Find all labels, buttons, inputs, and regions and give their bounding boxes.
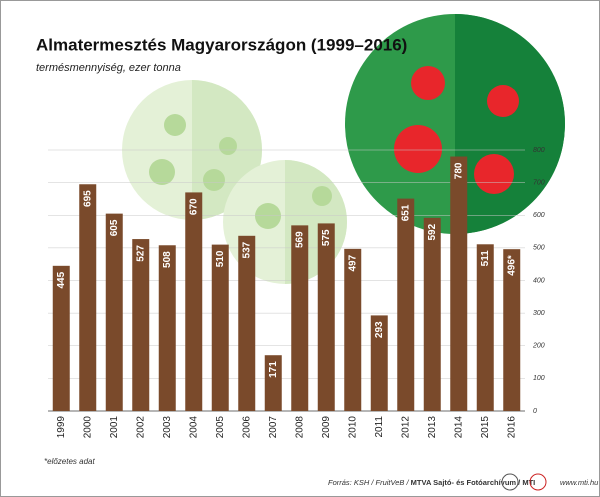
subtitle: termésmennyiség, ezer tonna xyxy=(36,62,181,74)
bar xyxy=(344,248,362,411)
x-tick-label: 2014 xyxy=(453,416,464,439)
value-label: 670 xyxy=(188,198,199,215)
y-tick-label: 300 xyxy=(533,310,545,317)
logo xyxy=(501,473,519,491)
x-tick-label: 2016 xyxy=(506,416,517,439)
y-tick-label: 500 xyxy=(533,245,545,252)
x-tick-label: 2012 xyxy=(400,416,411,439)
value-label: 497 xyxy=(347,254,358,271)
bar xyxy=(238,235,256,411)
x-tick-label: 1999 xyxy=(56,416,67,439)
x-tick-label: 2011 xyxy=(374,416,385,438)
bar xyxy=(79,184,97,411)
x-tick-label: 2003 xyxy=(162,416,173,439)
bar xyxy=(132,239,150,411)
bar xyxy=(370,315,388,411)
value-label: 695 xyxy=(82,190,93,207)
footnote: *előzetes adat xyxy=(44,457,95,466)
bar xyxy=(476,244,494,411)
value-label: 511 xyxy=(480,250,491,267)
value-label: 527 xyxy=(135,245,146,262)
bar xyxy=(105,213,123,411)
value-label: 508 xyxy=(162,251,173,268)
value-label: 510 xyxy=(215,250,226,267)
bar xyxy=(423,217,441,411)
source-text: Forrás: KSH / FruitVeB / xyxy=(328,478,409,487)
bar xyxy=(185,192,203,411)
website: www.mti.hu xyxy=(560,478,599,487)
x-tick-label: 2006 xyxy=(241,416,252,439)
bar xyxy=(158,245,176,411)
value-label: 293 xyxy=(374,321,385,338)
value-label: 496* xyxy=(506,255,517,276)
value-label: 575 xyxy=(321,229,332,246)
value-label: 569 xyxy=(294,231,305,248)
x-tick-label: 2008 xyxy=(294,416,305,439)
x-tick-label: 2013 xyxy=(427,416,438,439)
bar xyxy=(317,223,335,411)
bar xyxy=(211,244,229,411)
value-label: 780 xyxy=(453,162,464,179)
bar xyxy=(503,249,521,411)
y-tick-label: 200 xyxy=(532,343,545,350)
value-label: 445 xyxy=(56,271,67,288)
x-tick-label: 2002 xyxy=(135,416,146,439)
value-label: 171 xyxy=(268,361,279,378)
bar xyxy=(397,198,415,411)
y-tick-label: 800 xyxy=(533,147,545,154)
chart-title: Almatermesztés Magyarországon (1999–2016… xyxy=(36,35,407,54)
x-tick-label: 2015 xyxy=(480,416,491,439)
y-tick-label: 100 xyxy=(533,375,545,382)
value-label: 592 xyxy=(427,223,438,240)
value-label: 537 xyxy=(241,241,252,258)
x-tick-label: 2001 xyxy=(109,416,120,439)
x-tick-label: 2000 xyxy=(82,416,93,439)
logo xyxy=(529,473,547,491)
y-tick-label: 0 xyxy=(533,408,537,415)
bar xyxy=(450,156,468,411)
value-label: 605 xyxy=(109,219,120,236)
source-owner: MTVA Sajtó- és Fotóarchívum / MTI xyxy=(411,478,536,487)
x-tick-label: 2007 xyxy=(268,416,279,439)
source: Forrás: KSH / FruitVeB / MTVA Sajtó- és … xyxy=(328,478,535,487)
y-tick-label: 600 xyxy=(533,212,545,219)
bar xyxy=(264,355,282,411)
y-tick-label: 700 xyxy=(533,179,545,186)
x-tick-label: 2004 xyxy=(188,416,199,439)
x-tick-label: 2010 xyxy=(347,416,358,439)
value-label: 651 xyxy=(400,204,411,221)
bar xyxy=(291,225,309,411)
x-tick-label: 2009 xyxy=(321,416,332,439)
y-tick-label: 400 xyxy=(533,277,545,284)
bar xyxy=(52,265,70,411)
x-tick-label: 2005 xyxy=(215,416,226,439)
